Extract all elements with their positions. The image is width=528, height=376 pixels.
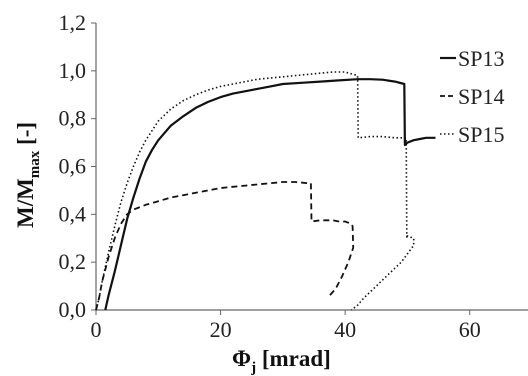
y-tick-label: 0,8 xyxy=(59,106,87,131)
y-tick-label: 0,4 xyxy=(59,201,87,226)
x-tick-label: 0 xyxy=(91,317,102,342)
legend: SP13 SP14 SP15 xyxy=(440,46,504,147)
y-tick-label: 0,6 xyxy=(59,154,87,179)
y-tick-label: 1,0 xyxy=(59,58,87,83)
y-ticks: 0,0 0,2 0,4 0,6 0,8 1,0 1,2 xyxy=(59,10,96,322)
y-tick-label: 0,2 xyxy=(59,249,87,274)
y-tick-label: 1,2 xyxy=(59,10,87,35)
series-layer xyxy=(95,71,436,311)
x-tick-label: 40 xyxy=(334,317,356,342)
y-tick-label: 0,0 xyxy=(59,297,87,322)
legend-label-sp13: SP13 xyxy=(458,46,504,71)
x-tick-label: 20 xyxy=(210,317,232,342)
y-axis-title: M/Mmax [-] xyxy=(13,122,43,228)
x-ticks: 0 20 40 60 xyxy=(91,310,481,342)
x-axis-title: Φj [mrad] xyxy=(232,346,331,376)
x-tick-label: 60 xyxy=(459,317,481,342)
series-line-sp14 xyxy=(95,181,355,311)
series-line-sp13 xyxy=(104,78,436,311)
legend-label-sp15: SP15 xyxy=(458,122,504,147)
legend-label-sp14: SP14 xyxy=(458,84,504,109)
series-line-sp15 xyxy=(95,71,415,311)
